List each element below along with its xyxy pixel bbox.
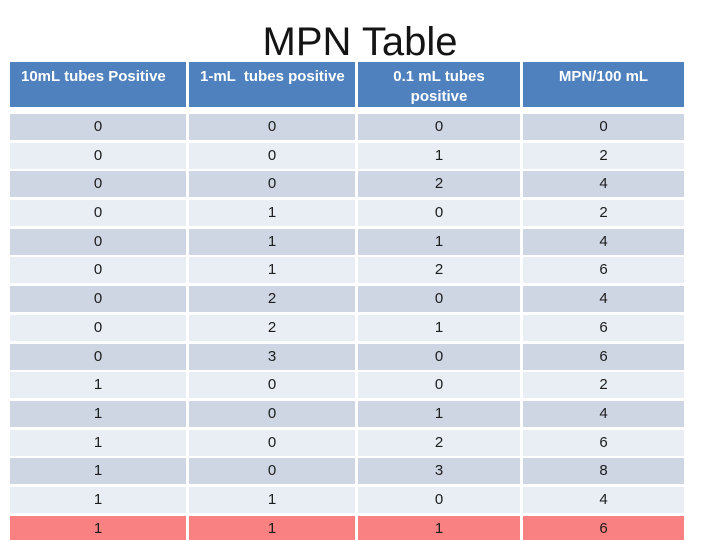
table-cell: 0 [10,142,186,169]
table-cell: 0 [10,257,186,284]
table-cell: 1 [10,400,186,427]
table-cell: 0 [189,114,355,140]
table-cell: 8 [523,458,684,485]
table-cell: 6 [523,429,684,456]
table-cell: 0 [358,114,520,140]
table-cell: 1 [358,400,520,427]
table-cell: 2 [523,372,684,399]
table-cell: 0 [10,171,186,198]
table-cell: 1 [189,257,355,284]
table-cell: 6 [523,257,684,284]
table-cell: 0 [189,400,355,427]
table-cell: 0 [189,142,355,169]
table-cell: 3 [189,343,355,370]
table-cell: 0 [10,200,186,227]
table-cell: 0 [358,372,520,399]
table-cell: 4 [523,400,684,427]
table-cell: 2 [523,200,684,227]
table-cell: 0 [358,486,520,513]
table-cell: 4 [523,486,684,513]
table-cell: 0 [10,343,186,370]
table-cell: 0 [189,372,355,399]
table-cell: 4 [523,228,684,255]
column-header: 10mL tubes Positive [10,62,186,107]
table-cell: 0 [189,429,355,456]
table-cell: 0 [358,286,520,313]
table-cell: 1 [10,429,186,456]
column-header: 1-mL tubes positive [189,62,355,107]
table-cell: 1 [10,458,186,485]
table-cell: 1 [10,486,186,513]
table-cell: 1 [358,314,520,341]
table-cell: 0 [10,228,186,255]
table-header-row: 10mL tubes Positive 1-mL tubes positive 0.… [10,62,685,112]
table-cell: 1 [358,228,520,255]
table-cell: 1 [189,486,355,513]
column-header: 0.1 mL tubes positive [358,62,520,107]
table-cell: 0 [10,114,186,140]
table-cell: 1 [189,515,355,540]
table-cell: 1 [10,515,186,540]
table-cell: 3 [358,458,520,485]
slide-title: MPN Table [262,20,458,64]
table-cell: 0 [10,286,186,313]
table-cell: 1 [189,200,355,227]
table-cell: 2 [358,429,520,456]
table-cell: 6 [523,314,684,341]
table-cell: 0 [523,114,684,140]
table-cell: 6 [523,515,684,540]
table-cell: 1 [10,372,186,399]
column-header: MPN/100 mL [523,62,684,107]
table-cell: 6 [523,343,684,370]
table-cell: 1 [358,142,520,169]
table-cell: 1 [189,228,355,255]
table-cell: 0 [189,458,355,485]
table-cell: 1 [358,515,520,540]
table-cell: 2 [189,286,355,313]
table-cell: 0 [189,171,355,198]
table-cell: 4 [523,286,684,313]
table-cell: 0 [358,200,520,227]
table-cell: 0 [10,314,186,341]
table-cell: 2 [358,257,520,284]
table-cell: 0 [358,343,520,370]
table-cell: 2 [358,171,520,198]
table-cell: 2 [189,314,355,341]
table-cell: 2 [523,142,684,169]
mpn-table: 10mL tubes Positive 1-mL tubes positive 0.… [10,62,685,540]
table-cell: 4 [523,171,684,198]
